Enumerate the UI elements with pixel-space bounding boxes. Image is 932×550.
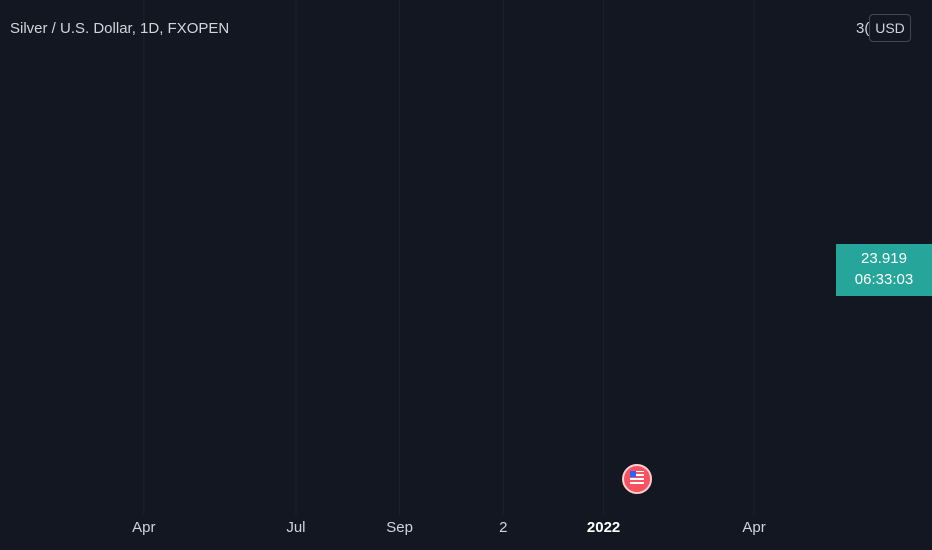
- symbol-title[interactable]: Silver / U.S. Dollar, 1D, FXOPEN: [10, 20, 230, 37]
- axes-group: 18.00020.00022.00024.00026.00028.0003(Ap…: [132, 20, 869, 536]
- x-tick-label: 2022: [587, 519, 620, 536]
- x-tick-label: Apr: [742, 519, 765, 536]
- chart-grid: [143, 0, 755, 515]
- flag-stripe: [630, 476, 645, 478]
- flag-stripe: [630, 472, 645, 474]
- flag-canton: [630, 471, 637, 477]
- drawings-group: [622, 464, 653, 494]
- currency-button[interactable]: USD: [869, 14, 911, 42]
- x-tick-label: Jul: [286, 519, 305, 536]
- flag-stripe: [630, 484, 645, 486]
- last-price-value: 23.919: [861, 250, 907, 267]
- bar-countdown: 06:33:03: [854, 271, 914, 288]
- x-tick-label: Sep: [386, 519, 413, 536]
- x-tick-label: 2: [499, 519, 507, 536]
- y-tick-label-clipped: 3(: [856, 20, 869, 37]
- flag-stripe: [630, 480, 645, 482]
- last-price-badge: 23.919 06:33:03: [836, 244, 932, 296]
- x-tick-label: Apr: [132, 519, 155, 536]
